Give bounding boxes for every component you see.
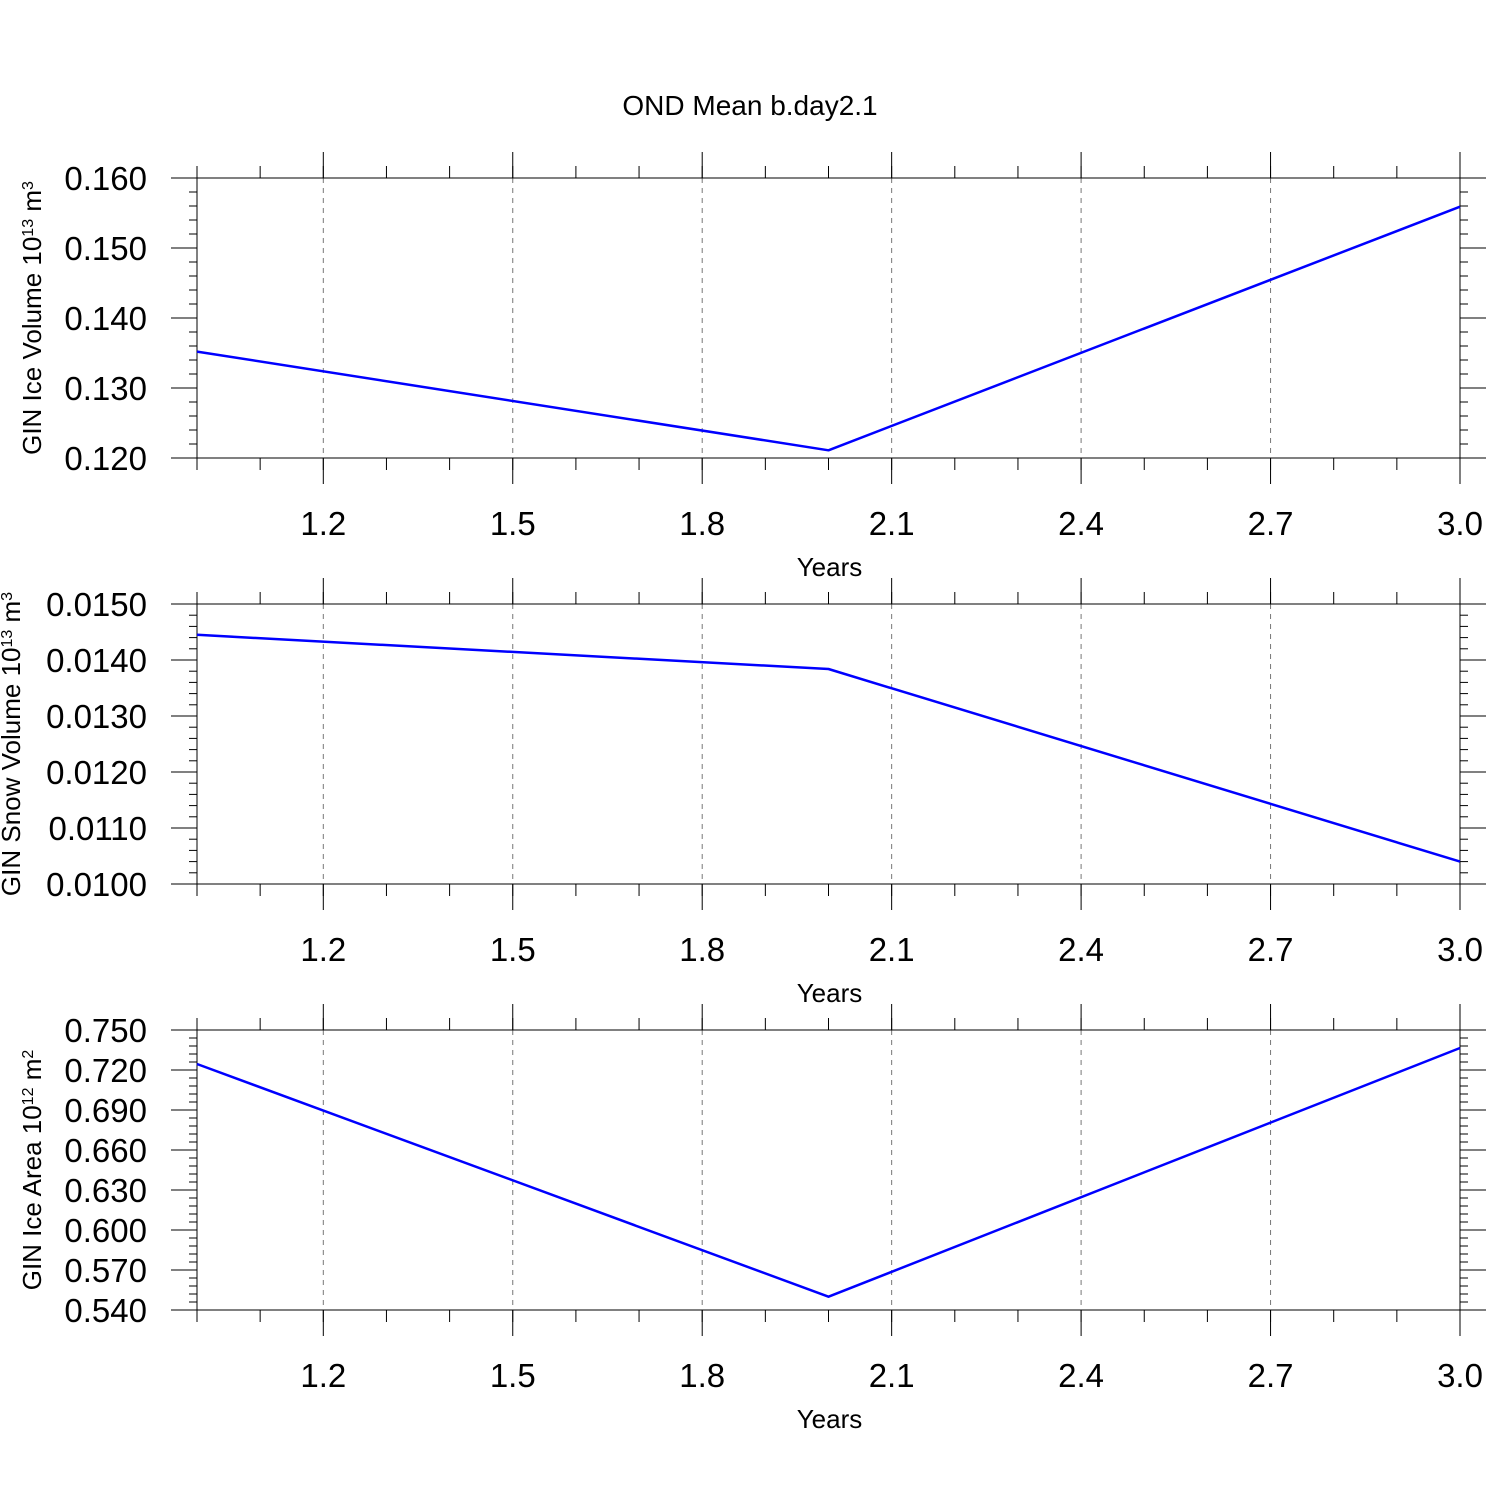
y-tick-label: 0.140: [64, 300, 147, 337]
x-tick-label: 3.0: [1437, 931, 1483, 968]
data-line: [196, 1046, 1461, 1298]
y-tick-label: 0.600: [64, 1212, 147, 1249]
x-tick-label: 2.4: [1058, 505, 1104, 542]
x-tick-label: 1.2: [300, 1357, 346, 1394]
data-line: [196, 205, 1461, 452]
x-tick-label: 2.1: [869, 505, 915, 542]
y-axis-label-part: GIN Ice Area 10: [17, 1105, 47, 1290]
panels: 1.2 1.5 1.8 2.1 2.4 2.7 3.0 0.120 0.130 0.140 0.15…: [0, 152, 1486, 1434]
y-tick-label: 0.690: [64, 1092, 147, 1129]
y-tick-label: 0.660: [64, 1132, 147, 1169]
y-tick-label: 0.0120: [46, 754, 147, 791]
y-axis-label-part: m: [0, 601, 26, 630]
x-tick-label: 3.0: [1437, 1357, 1483, 1394]
x-tick-label: 3.0: [1437, 505, 1483, 542]
y-tick-label: 0.0150: [46, 586, 147, 623]
y-tick-label: 0.0110: [49, 810, 147, 847]
x-tick-label: 1.8: [679, 1357, 725, 1394]
x-tick-label: 1.2: [300, 931, 346, 968]
x-tick-label: 1.2: [300, 505, 346, 542]
y-axis-label-superscript: 12: [20, 1087, 37, 1105]
y-tick-label: 0.160: [64, 160, 147, 197]
y-tick-label: 0.120: [64, 440, 147, 477]
x-tick-label: 1.5: [490, 1357, 536, 1394]
y-axis-label-superscript: 2: [20, 1050, 37, 1059]
y-tick-label: 0.720: [64, 1052, 147, 1089]
y-tick-label: 0.150: [64, 230, 147, 267]
y-axis-label-superscript: 3: [20, 181, 37, 190]
y-tick-label: 0.540: [64, 1292, 147, 1329]
y-axis-label-part: m: [17, 190, 47, 219]
y-tick-label: 0.0100: [46, 866, 147, 903]
y-axis-label-superscript: 3: [0, 592, 16, 601]
y-axis-label-part: GIN Snow Volume 10: [0, 648, 26, 897]
chart-title: OND Mean b.day2.1: [622, 90, 877, 121]
x-tick-label: 2.7: [1248, 1357, 1294, 1394]
x-axis-label: Years: [797, 1404, 863, 1434]
y-tick-label: 0.130: [64, 370, 147, 407]
y-tick-label: 0.750: [64, 1012, 147, 1049]
y-axis-label: GIN Snow Volume 1013 m3: [0, 592, 26, 896]
x-tick-label: 2.4: [1058, 931, 1104, 968]
y-axis-label: GIN Ice Volume 1013 m3: [17, 181, 47, 455]
panel-1: 1.2 1.5 1.8 2.1 2.4 2.7 3.0 0.120 0.130 0.140 0.15…: [17, 152, 1486, 582]
y-axis-label-part: GIN Ice Volume 10: [17, 237, 47, 455]
x-tick-label: 2.1: [869, 1357, 915, 1394]
x-tick-label: 1.8: [679, 505, 725, 542]
y-axis-label: GIN Ice Area 1012 m2: [17, 1050, 47, 1291]
y-tick-label: 0.0130: [46, 698, 147, 735]
panel-3: 1.2 1.5 1.8 2.1 2.4 2.7 3.0 0.5400.5700.6000.63…: [17, 1004, 1486, 1434]
x-tick-label: 1.5: [490, 931, 536, 968]
y-axis-label-superscript: 13: [0, 630, 16, 648]
y-tick-label: 0.0140: [46, 642, 147, 679]
x-axis-label: Years: [797, 978, 863, 1008]
data-line: [196, 633, 1461, 863]
x-tick-label: 2.4: [1058, 1357, 1104, 1394]
y-axis-label-superscript: 13: [20, 219, 37, 237]
y-tick-label: 0.570: [64, 1252, 147, 1289]
x-tick-label: 1.8: [679, 931, 725, 968]
x-tick-label: 1.5: [490, 505, 536, 542]
x-tick-label: 2.7: [1248, 931, 1294, 968]
y-tick-label: 0.630: [64, 1172, 147, 1209]
x-tick-label: 2.7: [1248, 505, 1294, 542]
x-tick-label: 2.1: [869, 931, 915, 968]
y-axis-label-part: m: [17, 1059, 47, 1088]
x-axis-label: Years: [797, 552, 863, 582]
panel-2: 1.2 1.5 1.8 2.1 2.4 2.7 3.0 0.0100 0.0110 0.0120 0…: [0, 578, 1486, 1008]
